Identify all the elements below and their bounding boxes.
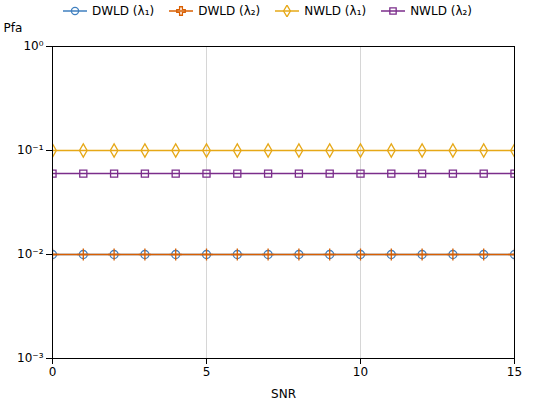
svg-text:10⁻¹: 10⁻¹ xyxy=(17,143,44,157)
svg-text:SNR: SNR xyxy=(271,387,296,401)
svg-text:10⁰: 10⁰ xyxy=(23,39,43,53)
html-text:DWLD (λ₁): DWLD (λ₁) xyxy=(92,4,155,18)
svg-text:0: 0 xyxy=(49,365,57,379)
svg-text:10: 10 xyxy=(353,365,368,379)
svg-text:10⁻²: 10⁻² xyxy=(17,247,44,261)
svg-text:10⁻³: 10⁻³ xyxy=(17,351,44,365)
svg-text:15: 15 xyxy=(507,365,522,379)
svg-text:5: 5 xyxy=(203,365,211,379)
html-text:NWLD (λ₂): NWLD (λ₂) xyxy=(410,4,472,18)
html-text:DWLD (λ₂): DWLD (λ₂) xyxy=(198,4,261,18)
svg-text:Pfa: Pfa xyxy=(4,21,23,35)
html-text:NWLD (λ₁): NWLD (λ₁) xyxy=(304,4,367,18)
